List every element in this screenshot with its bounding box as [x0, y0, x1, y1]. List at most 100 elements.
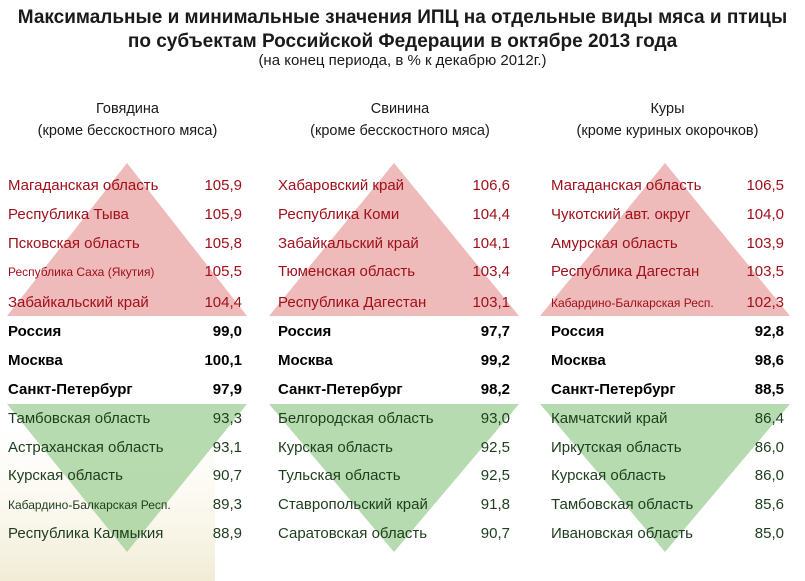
cpi-value: 106,6 [472, 177, 510, 194]
cpi-value: 97,9 [212, 381, 242, 398]
chart-title-line2: по субъектам Российской Федерации в октя… [127, 31, 678, 52]
region-name: Россия [551, 323, 605, 340]
cpi-value: 104,4 [472, 206, 510, 223]
cpi-value: 97,7 [480, 323, 510, 340]
chart-title: Максимальные и минимальные значения ИПЦ … [0, 6, 805, 54]
min-region-row: Тамбовская область 93,3 [8, 405, 242, 433]
cpi-value: 86,4 [754, 410, 784, 427]
min-region-row: Тульская область 92,5 [278, 462, 510, 490]
column-header-title: Куры [650, 101, 685, 117]
cpi-value: 103,9 [746, 235, 784, 252]
min-region-row: Курская область 92,5 [278, 434, 510, 462]
region-name: Ивановская область [551, 525, 693, 542]
cpi-value: 99,0 [212, 323, 242, 340]
region-name: Магаданская область [8, 177, 159, 194]
region-name: Россия [8, 323, 62, 340]
region-name: Россия [278, 323, 332, 340]
cpi-value: 103,1 [472, 294, 510, 311]
cpi-value: 90,7 [480, 525, 510, 542]
cpi-value: 93,1 [212, 439, 242, 456]
min-region-row: Ставропольский край 91,8 [278, 491, 510, 519]
max-region-row: Чукотский авт. округ 104,0 [551, 201, 784, 229]
ref-region-row: Москва 99,2 [278, 347, 510, 375]
chart-subtitle: (на конец периода, в % к декабрю 2012г.) [258, 52, 547, 69]
cpi-value: 91,8 [480, 496, 510, 513]
region-name: Москва [278, 352, 333, 369]
cpi-value: 90,7 [212, 467, 242, 484]
min-region-row: Курская область 86,0 [551, 462, 784, 490]
chart-title-line1: Максимальные и минимальные значения ИПЦ … [17, 7, 788, 28]
cpi-value: 103,4 [472, 263, 510, 280]
region-name: Курская область [551, 467, 666, 484]
max-region-row: Магаданская область 106,5 [551, 172, 784, 200]
region-name: Санкт-Петербург [551, 381, 676, 398]
region-name: Тамбовская область [551, 496, 694, 513]
region-name: Республика Коми [278, 206, 400, 223]
max-region-row: Тюменская область 103,4 [278, 258, 510, 286]
max-region-row: Хабаровский край 106,6 [278, 172, 510, 200]
max-region-row: Псковская область 105,8 [8, 230, 242, 258]
region-name: Республика Дагестан [551, 263, 700, 280]
cpi-value: 104,1 [472, 235, 510, 252]
cpi-value: 92,5 [480, 439, 510, 456]
min-region-row: Иркутская область 86,0 [551, 434, 784, 462]
region-name: Санкт-Петербург [8, 381, 133, 398]
region-name: Белгородская область [278, 410, 434, 427]
max-region-row: Республика Дагестан 103,5 [551, 258, 784, 286]
region-name: Москва [8, 352, 63, 369]
ref-region-row: Санкт-Петербург 88,5 [551, 376, 784, 404]
region-name: Астраханская область [8, 439, 164, 456]
cpi-value: 104,0 [746, 206, 784, 223]
ref-region-row: Россия 92,8 [551, 318, 784, 346]
region-name: Магаданская область [551, 177, 702, 194]
max-region-row: Республика Дагестан 103,1 [278, 289, 510, 317]
min-region-row: Республика Калмыкия 88,9 [8, 520, 242, 548]
cpi-value: 105,8 [204, 235, 242, 252]
column-header-title: Говядина [96, 101, 159, 117]
min-region-row: Ивановская область 85,0 [551, 520, 784, 548]
min-region-row: Камчатский край 86,4 [551, 405, 784, 433]
cpi-value: 92,5 [480, 467, 510, 484]
region-name: Курская область [278, 439, 393, 456]
column-header-note: (кроме бесскостного мяса) [310, 123, 490, 139]
min-region-row: Саратовская область 90,7 [278, 520, 510, 548]
region-name: Республика Дагестан [278, 294, 427, 311]
ref-region-row: Москва 100,1 [8, 347, 242, 375]
ref-region-row: Россия 99,0 [8, 318, 242, 346]
cpi-value: 105,5 [204, 263, 242, 280]
ref-region-row: Санкт-Петербург 98,2 [278, 376, 510, 404]
column-header-note: (кроме бесскостного мяса) [37, 123, 218, 139]
region-name: Республика Калмыкия [8, 525, 164, 542]
region-name: Забайкальский край [278, 235, 419, 252]
cpi-value: 89,3 [212, 496, 242, 513]
region-name: Кабардино-Балкарская Респ. [551, 296, 714, 310]
max-region-row: Республика Тыва 105,9 [8, 201, 242, 229]
max-region-row: Республика Саха (Якутия) 105,5 [8, 258, 242, 286]
min-region-row: Курская область 90,7 [8, 462, 242, 490]
cpi-value: 100,1 [204, 352, 242, 369]
cpi-value: 105,9 [204, 177, 242, 194]
region-name: Чукотский авт. округ [551, 206, 691, 223]
min-region-row: Астраханская область 93,1 [8, 434, 242, 462]
column-header-2: Куры (кроме куриных окорочков) [560, 98, 775, 142]
cpi-value: 99,2 [480, 352, 510, 369]
min-region-row: Белгородская область 93,0 [278, 405, 510, 433]
max-region-row: Кабардино-Балкарская Респ. 102,3 [551, 289, 784, 317]
cpi-value: 105,9 [204, 206, 242, 223]
cpi-value: 103,5 [746, 263, 784, 280]
max-region-row: Амурская область 103,9 [551, 230, 784, 258]
region-name: Санкт-Петербург [278, 381, 403, 398]
region-name: Амурская область [551, 235, 678, 252]
cpi-value: 93,3 [212, 410, 242, 427]
region-name: Тульская область [278, 467, 401, 484]
region-name: Кабардино-Балкарская Респ. [8, 498, 171, 512]
region-name: Иркутская область [551, 439, 682, 456]
cpi-value: 88,9 [212, 525, 242, 542]
cpi-value: 106,5 [746, 177, 784, 194]
cpi-value: 102,3 [746, 294, 784, 311]
max-region-row: Забайкальский край 104,4 [8, 289, 242, 317]
region-name: Республика Саха (Якутия) [8, 265, 155, 279]
region-name: Республика Тыва [8, 206, 129, 223]
column-header-title: Свинина [370, 101, 430, 117]
region-name: Псковская область [8, 235, 140, 252]
